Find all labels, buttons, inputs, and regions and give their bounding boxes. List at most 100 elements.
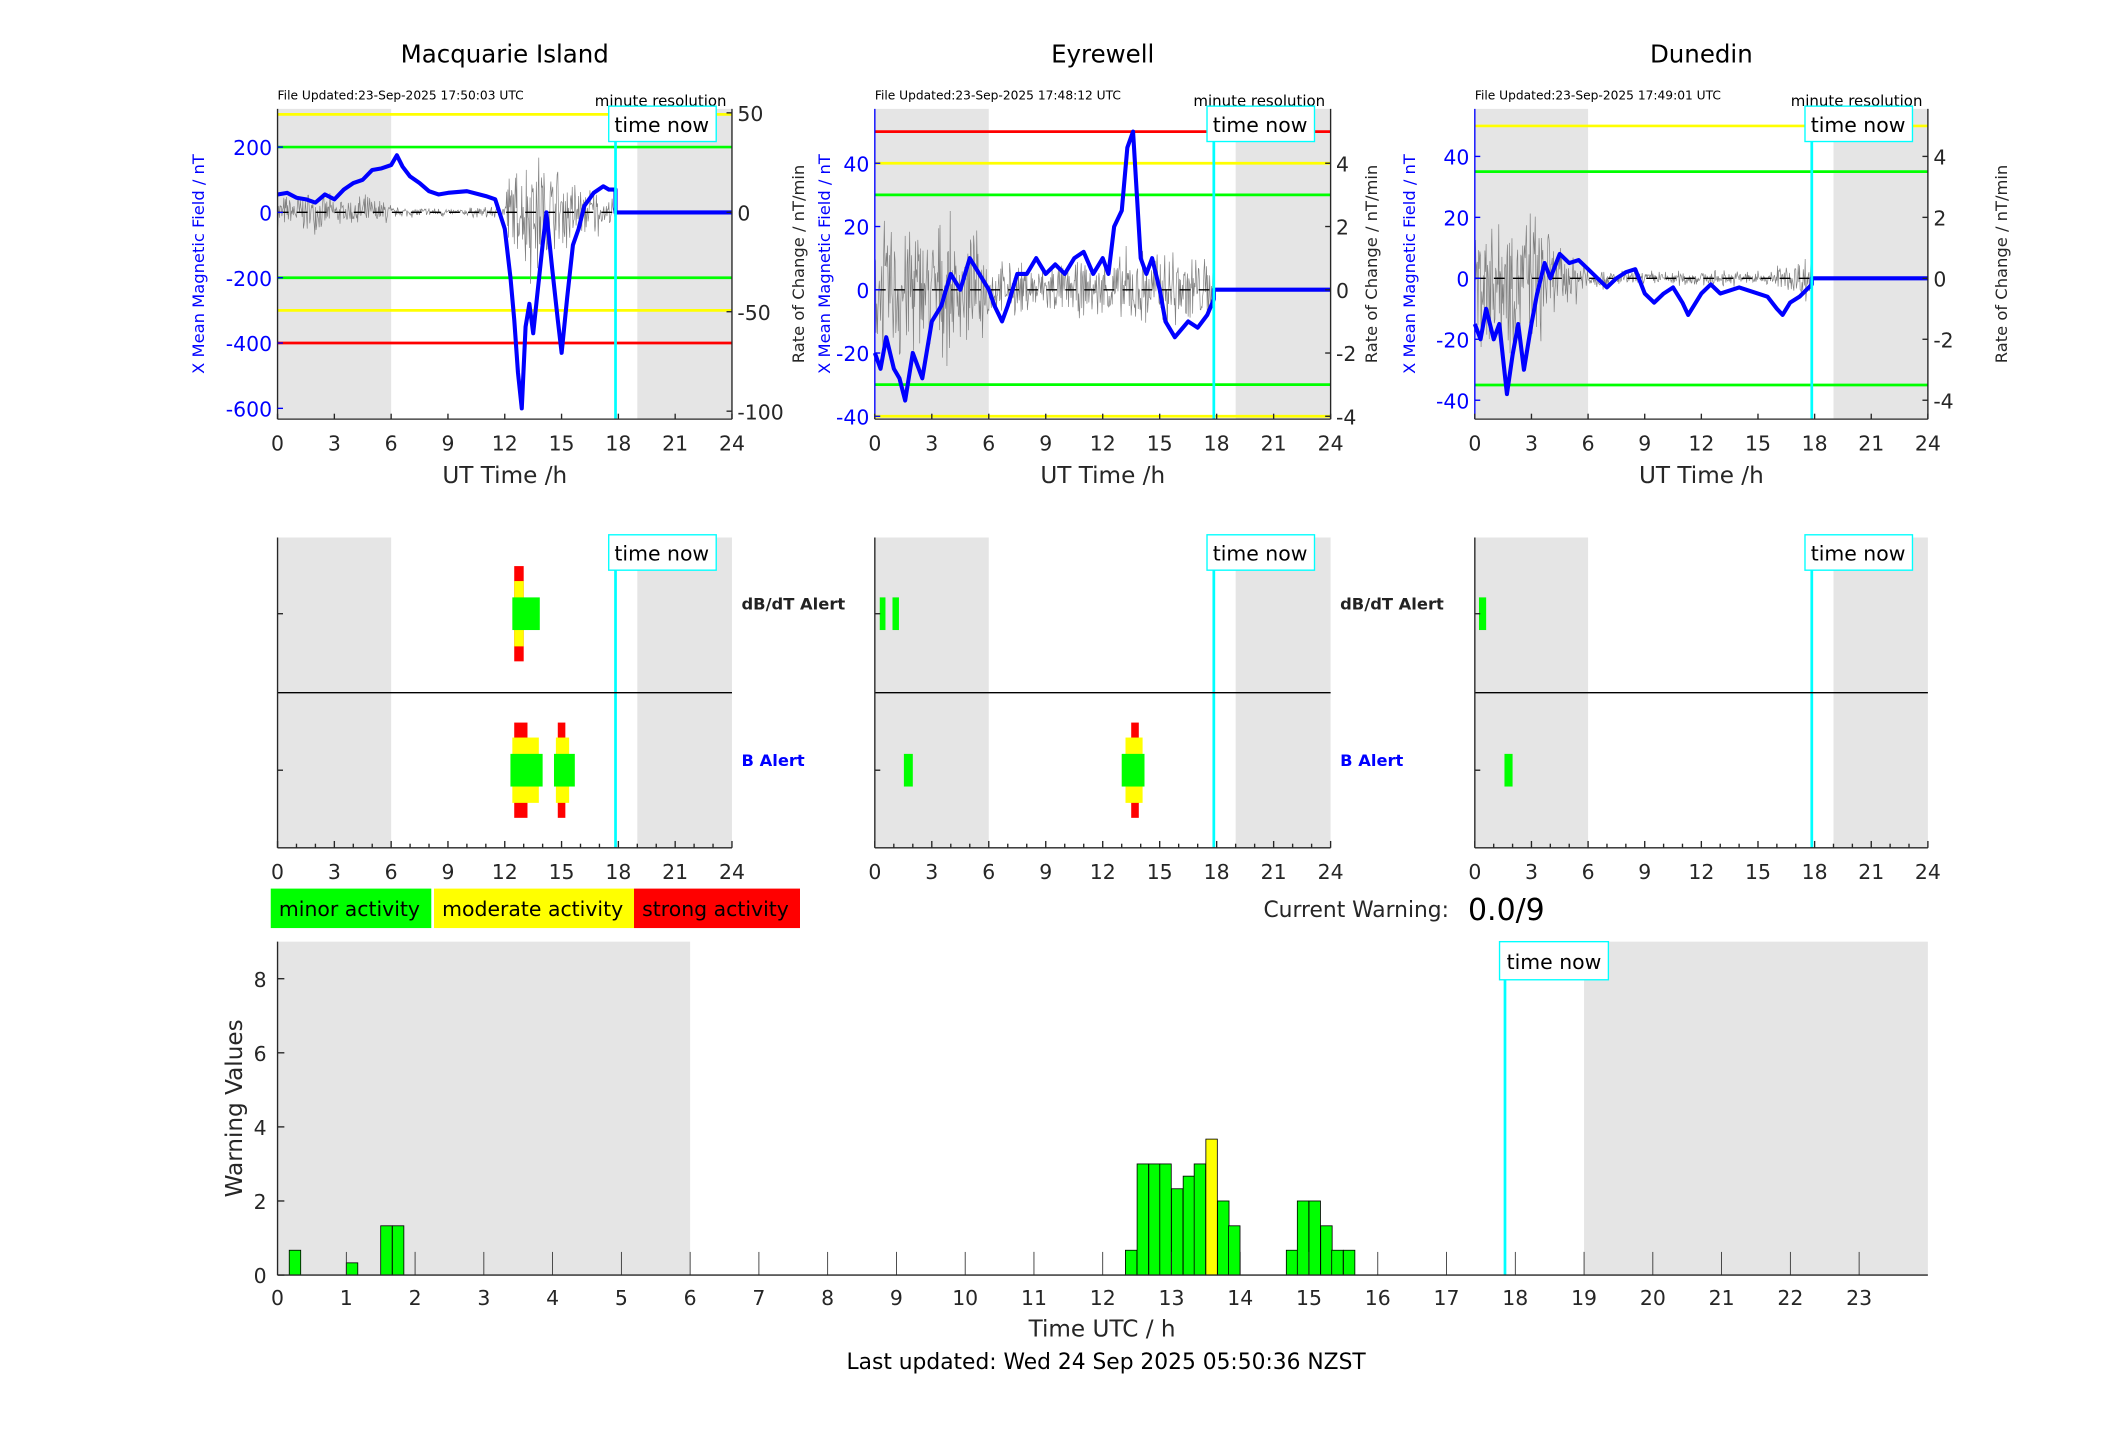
warning-bar (1171, 1188, 1184, 1276)
warning-bar (1296, 1200, 1310, 1276)
left-tick-label: 200 (233, 136, 272, 160)
x-axis-label: UT Time /h (1040, 463, 1165, 489)
x-axis-label: Time UTC / h (1028, 1316, 1176, 1342)
x-tick-label: 10 (952, 1286, 978, 1310)
night-shading-field (1833, 108, 1928, 420)
rate-of-change-line (874, 211, 1214, 367)
x-axis-label: UT Time /h (1639, 463, 1764, 489)
x-tick-label: 16 (1365, 1286, 1391, 1310)
right-axis-label: Rate of Change / nT/min (1992, 165, 2011, 363)
x-tick-label: 12 (1688, 431, 1714, 455)
last-updated: Last updated: Wed 24 Sep 2025 05:50:36 N… (847, 1350, 1367, 1375)
warning-bar (1182, 1175, 1196, 1276)
x-tick-label: 11 (1021, 1286, 1047, 1310)
y-tick-label: 8 (254, 968, 267, 992)
magnetic-field-line (277, 153, 732, 411)
station-title: Dunedin (1650, 40, 1753, 69)
alert-x-tick-label: 9 (441, 860, 454, 884)
right-tick-label: -100 (737, 400, 783, 424)
x-axis-label: UT Time /h (442, 463, 567, 489)
time-now-label: time now (1507, 950, 1602, 974)
b-alert-label: B Alert (1340, 751, 1403, 770)
x-tick-label: 12 (1090, 1286, 1116, 1310)
night-shading-field (1235, 108, 1331, 420)
x-tick-label: 6 (1582, 431, 1595, 455)
x-tick-label: 0 (271, 431, 284, 455)
left-tick-label: -200 (226, 267, 272, 291)
x-tick-label: 0 (868, 431, 881, 455)
x-tick-label: 9 (441, 431, 454, 455)
y-axis-label: Warning Values (222, 1019, 248, 1197)
alert-x-tick-label: 6 (982, 860, 995, 884)
right-tick-label: 2 (1336, 216, 1349, 240)
x-tick-label: 14 (1227, 1286, 1253, 1310)
alert-x-tick-label: 21 (662, 860, 688, 884)
alert-x-tick-label: 6 (1582, 860, 1595, 884)
x-tick-label: 9 (890, 1286, 903, 1310)
warning-bar (1217, 1200, 1230, 1276)
alert-x-tick-label: 3 (925, 860, 938, 884)
alert-block-b (1121, 753, 1145, 787)
alert-block-b (510, 753, 543, 787)
alert-x-tick-label: 9 (1039, 860, 1052, 884)
left-tick-label: 40 (1443, 146, 1469, 170)
right-axis-label: Rate of Change / nT/min (1362, 165, 1381, 363)
left-tick-label: 40 (843, 152, 869, 176)
night-shading (1584, 941, 1928, 1276)
station-eyrewell: Eyrewell File Updated:23-Sep-2025 17:48:1… (815, 40, 1444, 884)
warning-bar (288, 1249, 302, 1276)
left-tick-label: -40 (1436, 389, 1469, 413)
x-tick-label: 20 (1640, 1286, 1666, 1310)
alert-x-tick-label: 15 (1745, 860, 1771, 884)
time-now-box (608, 534, 717, 571)
right-tick-label: 0 (1933, 267, 1946, 291)
activity-legend: minor activity moderate activity strong ac… (270, 888, 800, 929)
x-tick-label: 9 (1638, 431, 1651, 455)
current-warning-value: 0.0/9 (1468, 893, 1545, 928)
right-tick-label: 0 (737, 201, 750, 225)
x-tick-label: 21 (1858, 431, 1884, 455)
current-warning-label: Current Warning: (1263, 898, 1448, 923)
magnetic-field-line (1472, 251, 1928, 397)
magnetic-field-line (872, 129, 1331, 403)
x-tick-label: 9 (1039, 431, 1052, 455)
dbdt-alert-label: dB/dT Alert (1340, 595, 1444, 614)
alert-x-tick-label: 3 (328, 860, 341, 884)
x-tick-label: 3 (328, 431, 341, 455)
time-now-label: time now (1811, 542, 1906, 566)
left-tick-label: -400 (226, 332, 272, 356)
alert-x-tick-label: 18 (1204, 860, 1230, 884)
right-tick-label: -2 (1933, 328, 1953, 352)
x-tick-label: 18 (1802, 431, 1828, 455)
alert-x-tick-label: 24 (719, 860, 745, 884)
right-tick-label: -2 (1336, 342, 1356, 366)
station-dunedin: Dunedin File Updated:23-Sep-2025 17:49:01… (1400, 40, 2011, 884)
station-title: Eyrewell (1051, 40, 1154, 69)
left-tick-label: 20 (843, 216, 869, 240)
right-tick-label: -50 (737, 301, 770, 325)
x-tick-label: 15 (1147, 431, 1173, 455)
alert-x-tick-label: 21 (1858, 860, 1884, 884)
x-tick-label: 6 (684, 1286, 697, 1310)
warning-bar (1228, 1225, 1241, 1276)
warning-bar (1148, 1163, 1161, 1276)
x-tick-label: 17 (1434, 1286, 1460, 1310)
current-warning: Current Warning: 0.0/9 (1263, 893, 1544, 928)
left-axis-label: X Mean Magnetic Field / nT (189, 153, 208, 374)
left-tick-label: -40 (836, 405, 869, 429)
alert-x-tick-label: 18 (605, 860, 631, 884)
left-tick-label: 20 (1443, 207, 1469, 231)
legend-swatch-0 (270, 888, 432, 929)
alert-x-tick-label: 12 (492, 860, 518, 884)
night-shading-field (637, 108, 732, 420)
time-now-label: time now (1213, 542, 1308, 566)
right-tick-label: -4 (1336, 405, 1356, 429)
x-tick-label: 3 (925, 431, 938, 455)
time-now-box (1804, 534, 1914, 571)
y-tick-label: 2 (254, 1190, 267, 1214)
legend-label: minor activity (279, 897, 420, 921)
rate-of-change-line (277, 157, 616, 284)
night-shading-field (277, 108, 392, 420)
warning-bar (1159, 1163, 1172, 1276)
